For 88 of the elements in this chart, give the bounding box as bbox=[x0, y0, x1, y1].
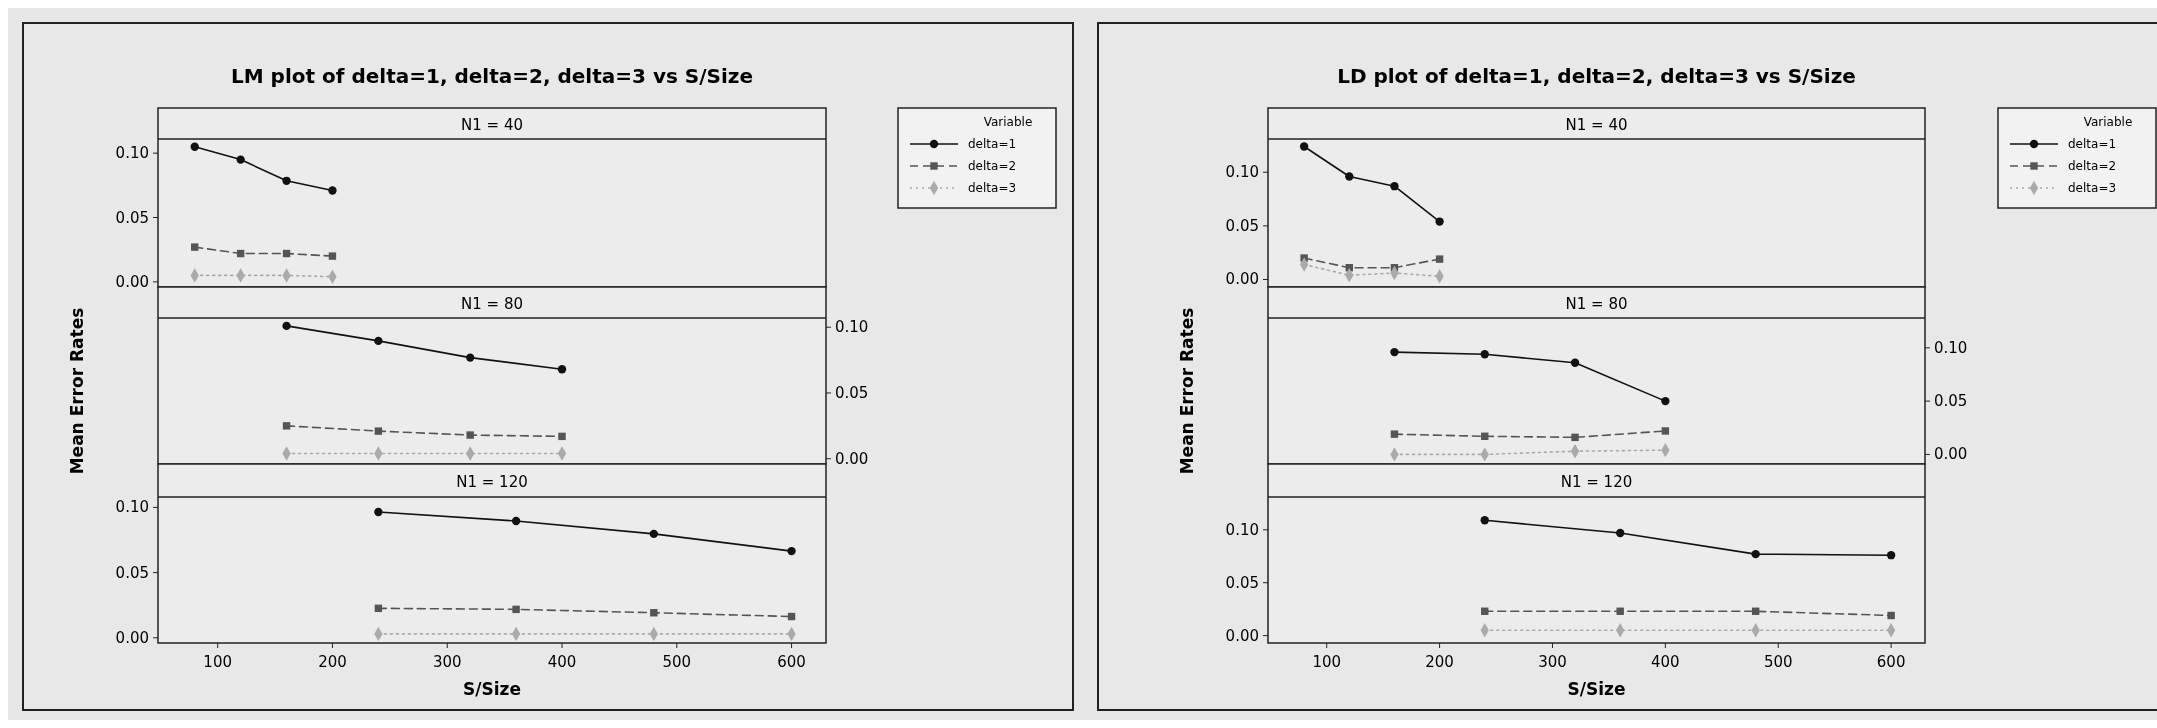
y-tick-label: 0.05 bbox=[115, 563, 149, 582]
chart-subtitle: N1 = 120 bbox=[456, 472, 528, 491]
y-axis-title: Mean Error Rates bbox=[67, 307, 87, 475]
y-tick-label: 0.00 bbox=[835, 449, 869, 468]
chart-subtitle: N1 = 80 bbox=[461, 294, 523, 313]
x-tick-label: 400 bbox=[547, 653, 577, 671]
y-tick-label: 0.05 bbox=[1225, 216, 1259, 235]
y-tick-label: 0.05 bbox=[1934, 392, 1968, 411]
point bbox=[649, 529, 659, 539]
chart-subtitle: N1 = 80 bbox=[1565, 294, 1628, 313]
legend-label: delta=1 bbox=[2068, 137, 2117, 151]
legend-label: delta=3 bbox=[968, 181, 1017, 195]
x-tick-label: 400 bbox=[1651, 653, 1680, 671]
y-tick-label: 0.00 bbox=[1934, 445, 1968, 464]
point bbox=[374, 507, 383, 517]
x-tick-label: 600 bbox=[777, 653, 806, 671]
point bbox=[1480, 350, 1489, 359]
point bbox=[374, 336, 383, 346]
y-tick-label: 0.05 bbox=[835, 383, 869, 402]
point bbox=[1345, 172, 1354, 181]
point bbox=[466, 353, 475, 362]
x-axis-title: S/Size bbox=[463, 679, 521, 699]
point bbox=[282, 176, 291, 185]
point bbox=[466, 431, 474, 439]
x-tick-label: 200 bbox=[318, 653, 347, 671]
point bbox=[190, 142, 199, 151]
x-tick-label: 500 bbox=[1763, 653, 1793, 671]
point bbox=[511, 516, 521, 526]
y-tick-label: 0.10 bbox=[1225, 520, 1259, 539]
point bbox=[787, 546, 796, 556]
point bbox=[328, 252, 337, 260]
y-tick-label: 0.05 bbox=[115, 208, 149, 227]
x-tick-label: 100 bbox=[203, 653, 232, 671]
legend-label: delta=2 bbox=[2068, 159, 2117, 173]
x-tick-label: 100 bbox=[1312, 653, 1342, 671]
point bbox=[282, 422, 291, 430]
point bbox=[512, 605, 520, 614]
legend-title: Variable bbox=[983, 115, 1033, 129]
point bbox=[1661, 396, 1670, 406]
y-tick-label: 0.10 bbox=[115, 498, 149, 517]
chart-title: LD plot of delta=1, delta=2, delta=3 vs S/Size bbox=[1337, 64, 1856, 88]
chart-subtitle: N1 = 40 bbox=[1565, 115, 1628, 134]
x-tick-label: 600 bbox=[1876, 653, 1906, 671]
point bbox=[1571, 433, 1579, 442]
point bbox=[1390, 430, 1399, 438]
legend-label: delta=2 bbox=[968, 159, 1017, 173]
y-tick-label: 0.10 bbox=[1225, 163, 1259, 182]
point bbox=[1887, 611, 1895, 620]
point bbox=[650, 609, 658, 617]
point bbox=[236, 155, 245, 164]
x-axis-title: S/Size bbox=[1567, 679, 1626, 699]
point bbox=[1480, 516, 1489, 525]
chart-title: LM plot of delta=1, delta=2, delta=3 vs S/Size bbox=[230, 64, 754, 88]
legend-label: delta=1 bbox=[968, 137, 1017, 151]
point bbox=[374, 427, 383, 435]
point bbox=[557, 365, 567, 374]
point bbox=[1616, 528, 1625, 538]
y-tick-label: 0.05 bbox=[1225, 573, 1259, 592]
y-tick-label: 0.10 bbox=[1934, 338, 1968, 357]
y-tick-label: 0.00 bbox=[115, 272, 149, 291]
y-tick-label: 0.00 bbox=[1225, 626, 1259, 645]
point bbox=[558, 432, 566, 441]
point bbox=[1751, 549, 1760, 559]
point bbox=[328, 186, 337, 195]
x-tick-label: 200 bbox=[1425, 653, 1454, 671]
chart-subtitle: N1 = 40 bbox=[461, 115, 523, 134]
x-tick-label: 500 bbox=[662, 653, 692, 671]
point bbox=[191, 243, 199, 251]
y-tick-label: 0.00 bbox=[1225, 270, 1259, 289]
chart-subtitle: N1 = 120 bbox=[1560, 472, 1633, 491]
x-tick-label: 300 bbox=[432, 653, 462, 671]
x-tick-label: 300 bbox=[1538, 653, 1567, 671]
legend-title: Variable bbox=[2083, 115, 2133, 129]
point bbox=[282, 321, 291, 331]
point bbox=[1886, 551, 1896, 560]
point bbox=[1661, 427, 1670, 435]
y-axis-title: Mean Error Rates bbox=[1177, 307, 1197, 475]
y-tick-label: 0.00 bbox=[115, 628, 149, 647]
point bbox=[1435, 255, 1444, 263]
y-tick-label: 0.10 bbox=[115, 144, 149, 163]
point bbox=[1616, 607, 1624, 615]
legend-label: delta=3 bbox=[2068, 181, 2117, 195]
point bbox=[1390, 182, 1399, 191]
y-tick-label: 0.10 bbox=[835, 318, 869, 337]
point bbox=[1570, 358, 1580, 367]
point bbox=[1299, 142, 1309, 151]
point bbox=[1435, 217, 1444, 226]
point bbox=[1390, 347, 1399, 357]
